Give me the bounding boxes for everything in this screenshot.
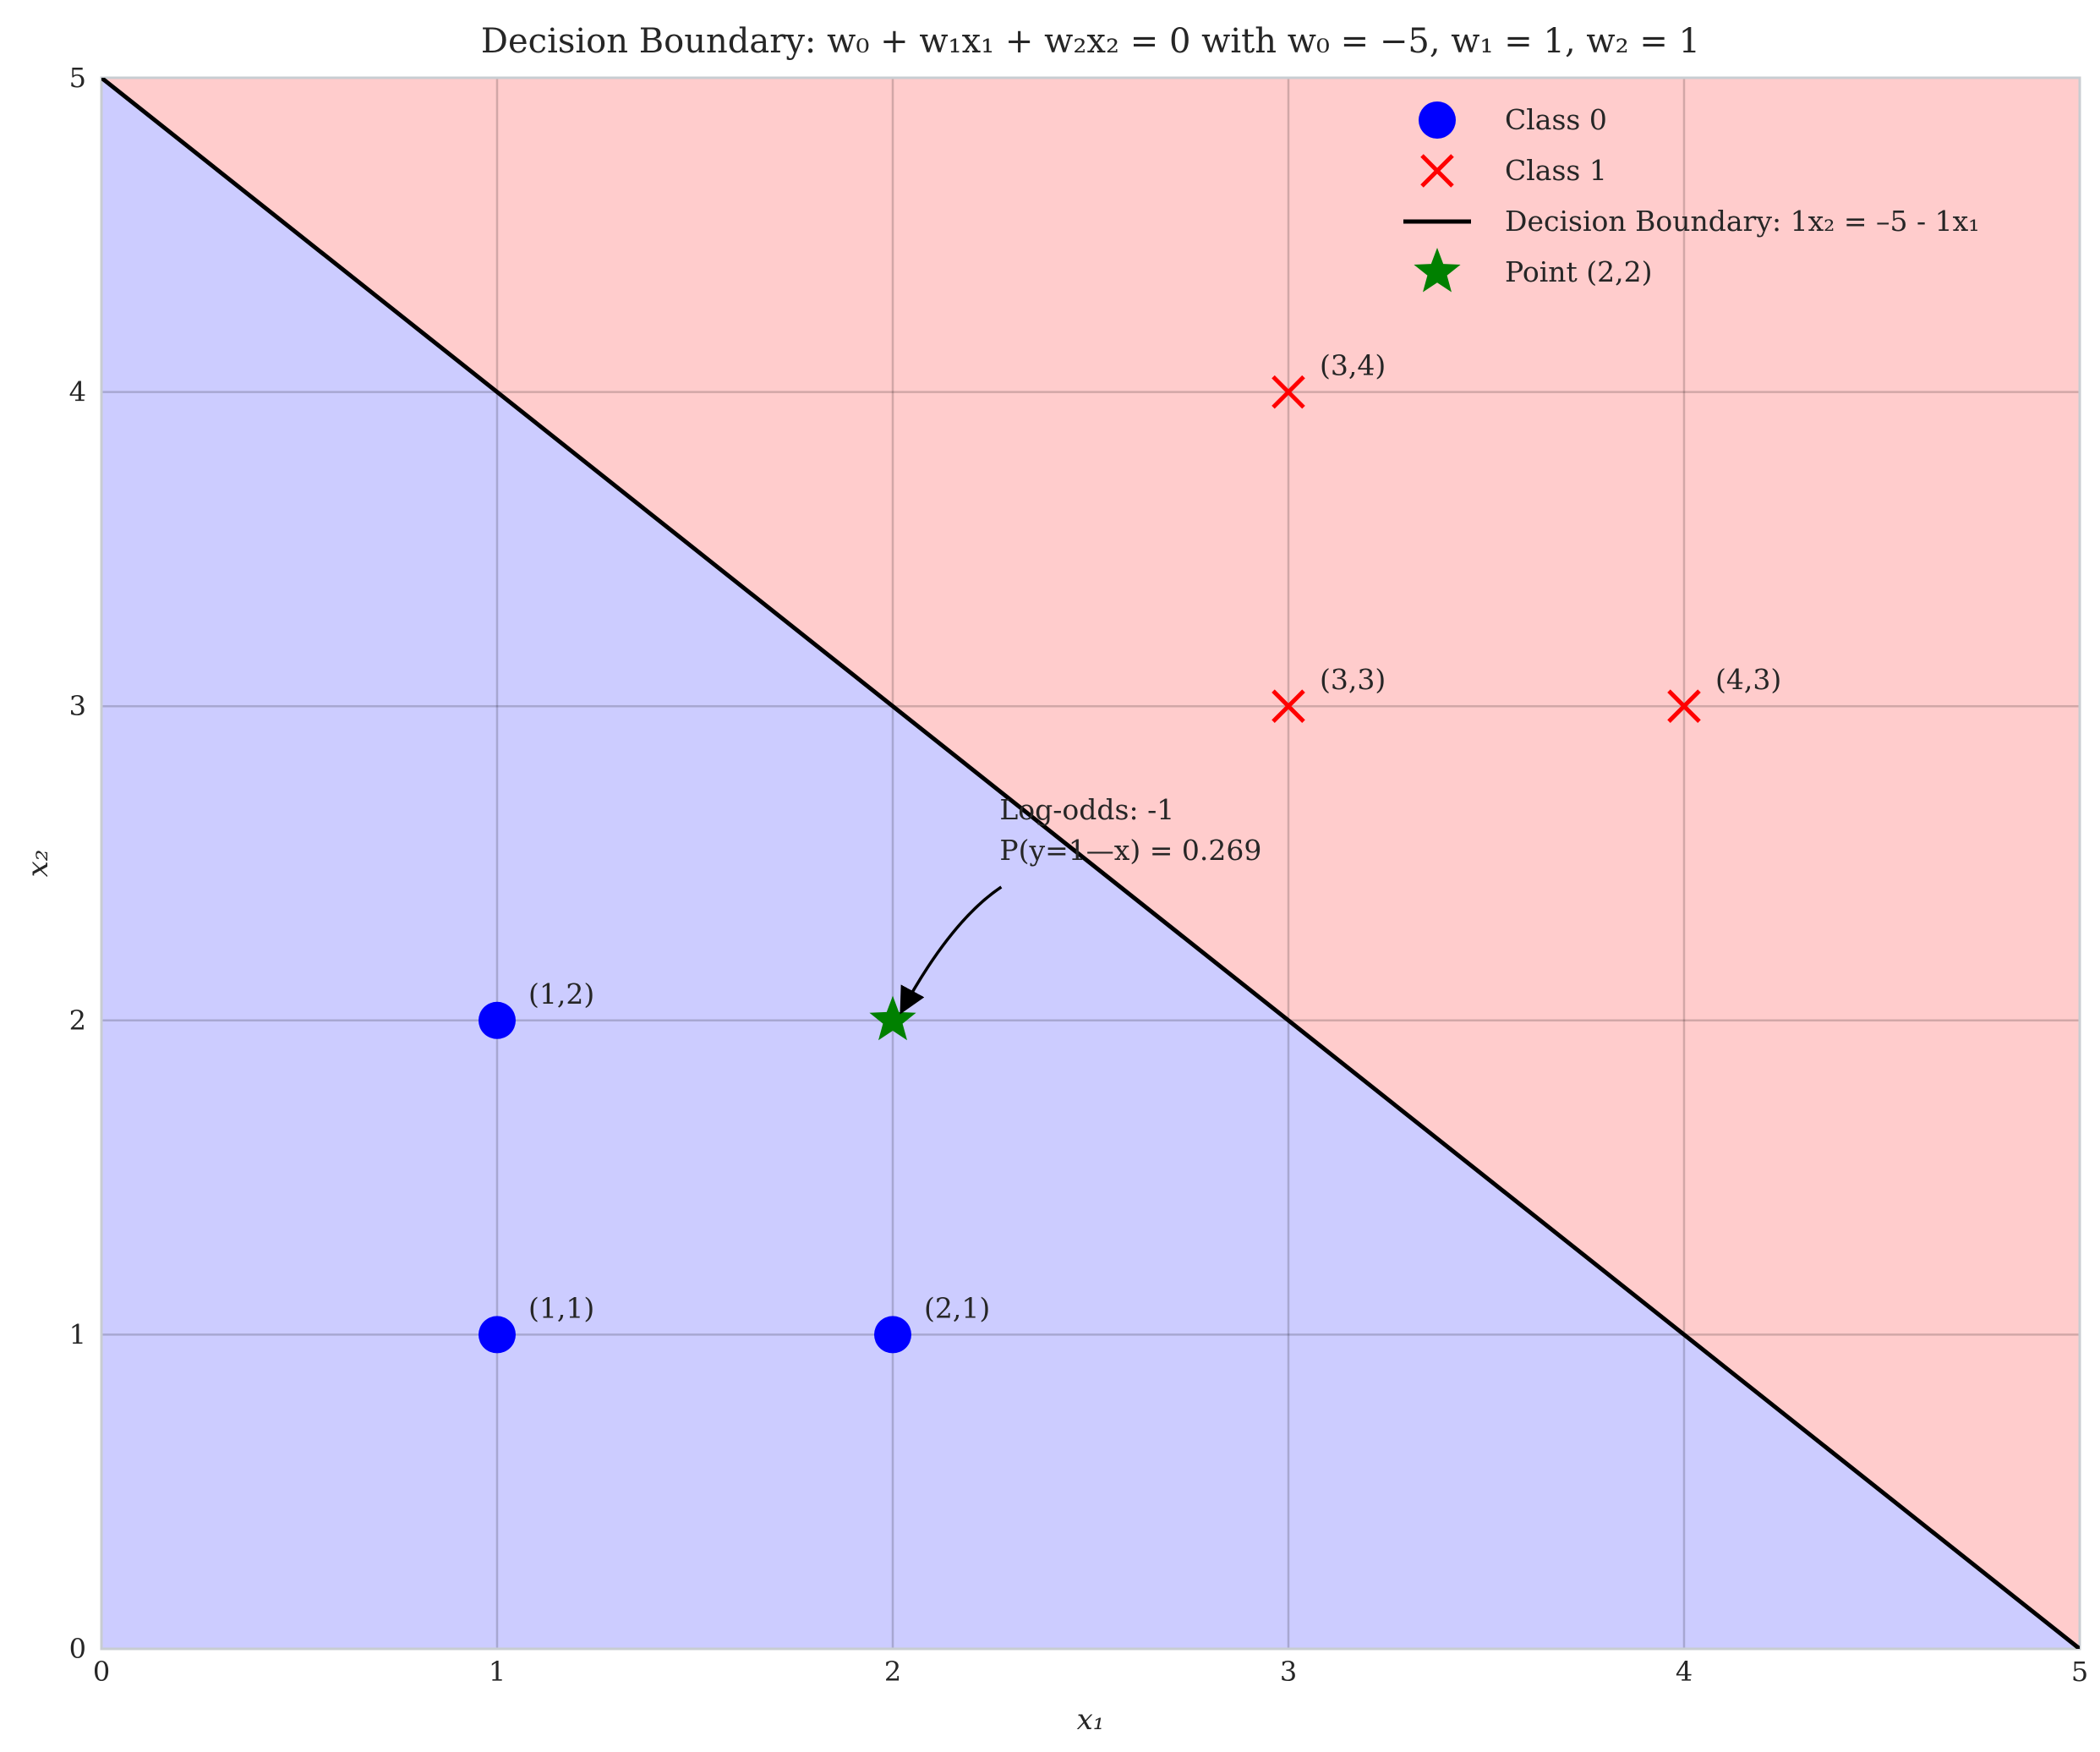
point-label: (3,3) <box>1320 663 1386 696</box>
x-axis-label: x₁ <box>1077 1703 1105 1737</box>
points-layer <box>479 375 1701 1354</box>
annotation-arrow <box>900 885 1003 1015</box>
x-tick-label: 4 <box>1676 1656 1693 1688</box>
y-tick-label: 2 <box>69 1005 86 1037</box>
grid-lines <box>101 78 2080 1649</box>
y-tick-label: 1 <box>69 1318 86 1350</box>
legend-item: Class 0 <box>1419 101 1607 139</box>
y-tick-label: 0 <box>69 1633 86 1665</box>
legend-item: Point (2,2) <box>1414 248 1653 293</box>
class-1-point <box>1271 375 1305 409</box>
x-tick-label: 0 <box>93 1656 110 1688</box>
x-tick-label: 5 <box>2071 1656 2088 1688</box>
y-tick-label: 4 <box>69 376 86 408</box>
annotation-layer: Log-odds: -1 P(y=1—x) = 0.269 <box>900 793 1261 1015</box>
legend-label: Class 0 <box>1505 103 1607 136</box>
point-label: (3,4) <box>1320 349 1386 382</box>
annotation-text-line: P(y=1—x) = 0.269 <box>999 834 1261 867</box>
plot-area: (1,1) (1,2) (2,1) (3,3) (3,4) (4,3) Log-odds:… <box>100 76 2081 1651</box>
chart-title: Decision Boundary: w₀ + w₁x₁ + w₂x₂ = 0 … <box>481 22 1700 61</box>
legend-marker-x <box>1420 154 1454 188</box>
x-marker-stroke <box>1420 154 1454 188</box>
legend: Class 0 Class 1 Decision Boundary: 1x₂ = –… <box>1403 101 1980 293</box>
legend-item: Decision Boundary: 1x₂ = –5 - 1x₁ <box>1403 205 1980 238</box>
x-marker-stroke <box>1271 375 1305 409</box>
class-0-point <box>479 1316 516 1354</box>
x-tick-labels: 0 1 2 3 4 5 <box>93 1656 2088 1688</box>
y-tick-label: 5 <box>69 62 86 94</box>
x-marker-stroke <box>1667 689 1701 723</box>
legend-item: Class 1 <box>1420 154 1607 188</box>
legend-label: Decision Boundary: 1x₂ = –5 - 1x₁ <box>1505 205 1980 238</box>
class-0-point <box>479 1001 516 1039</box>
boundary-layer <box>101 78 2080 1649</box>
legend-marker-circle <box>1419 101 1456 139</box>
legend-label: Class 1 <box>1505 154 1607 187</box>
y-tick-labels: 0 1 2 3 4 5 <box>69 62 86 1665</box>
point-labels-layer: (1,1) (1,2) (2,1) (3,3) (3,4) (4,3) <box>528 349 1781 1325</box>
point-label: (1,2) <box>528 977 594 1010</box>
x-tick-label: 3 <box>1280 1656 1297 1688</box>
plot-frame <box>100 76 2081 1651</box>
y-axis-label: x₂ <box>21 850 55 878</box>
class-1-point <box>1271 689 1305 723</box>
x-marker-stroke <box>1271 689 1305 723</box>
class-1-point <box>1667 689 1701 723</box>
highlight-point-star <box>869 995 916 1041</box>
point-label: (4,3) <box>1715 663 1781 696</box>
decision-boundary-line <box>101 78 2080 1649</box>
legend-marker-star <box>1414 248 1461 293</box>
y-tick-label: 3 <box>69 690 86 722</box>
class-0-point <box>874 1316 911 1354</box>
point-label: (1,1) <box>528 1291 594 1324</box>
x-tick-label: 1 <box>489 1656 506 1688</box>
x-tick-label: 2 <box>884 1656 901 1688</box>
legend-label: Point (2,2) <box>1505 255 1653 288</box>
point-label: (2,1) <box>924 1291 990 1324</box>
annotation-text-line: Log-odds: -1 <box>999 793 1174 826</box>
